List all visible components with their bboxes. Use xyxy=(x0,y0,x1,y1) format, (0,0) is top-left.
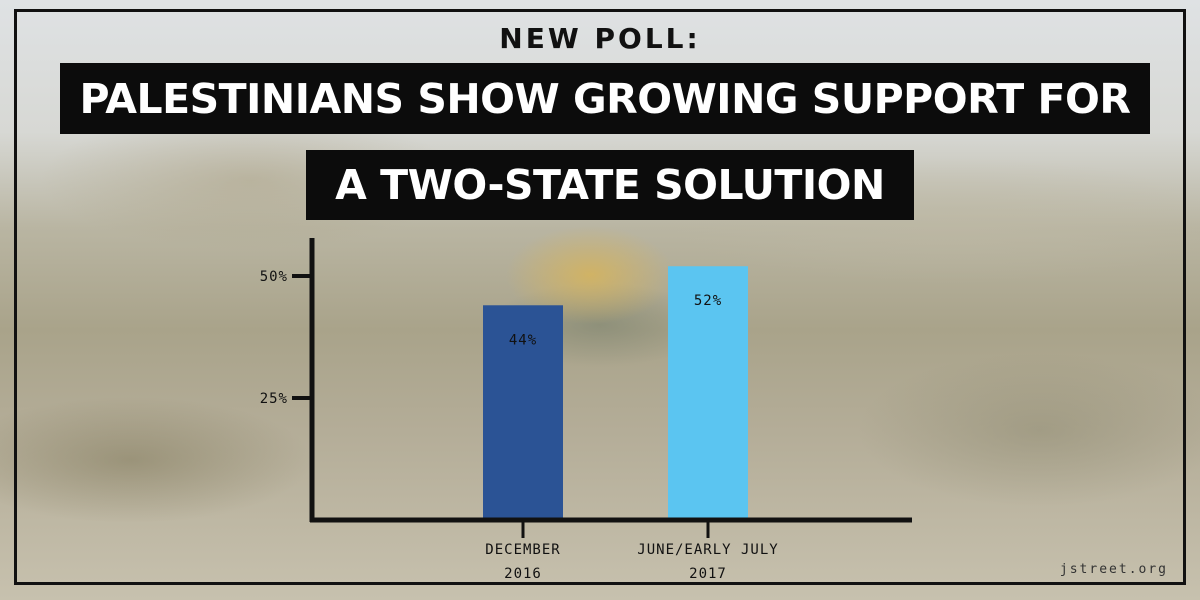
data-label-1: 44% xyxy=(509,332,537,348)
border-frame xyxy=(14,9,1186,585)
headline-line-2: A TWO-STATE SOLUTION xyxy=(306,150,914,220)
bar-2 xyxy=(668,266,748,520)
data-label-2: 52% xyxy=(694,293,722,309)
x-tick-label-2-line-2: 2017 xyxy=(689,566,727,582)
source-credit: jstreet.org xyxy=(1059,562,1168,577)
bar-1 xyxy=(483,305,563,520)
kicker-text: NEW POLL: xyxy=(499,22,701,55)
x-tick-label-1-line-1: DECEMBER xyxy=(485,542,560,558)
y-tick-label-25: 25% xyxy=(260,391,288,407)
y-tick-label-50: 50% xyxy=(260,269,288,285)
x-tick-label-2-line-1: JUNE/EARLY JULY xyxy=(637,542,778,558)
headline-line-1: PALESTINIANS SHOW GROWING SUPPORT FOR xyxy=(60,63,1150,134)
x-tick-label-1-line-2: 2016 xyxy=(504,566,542,582)
